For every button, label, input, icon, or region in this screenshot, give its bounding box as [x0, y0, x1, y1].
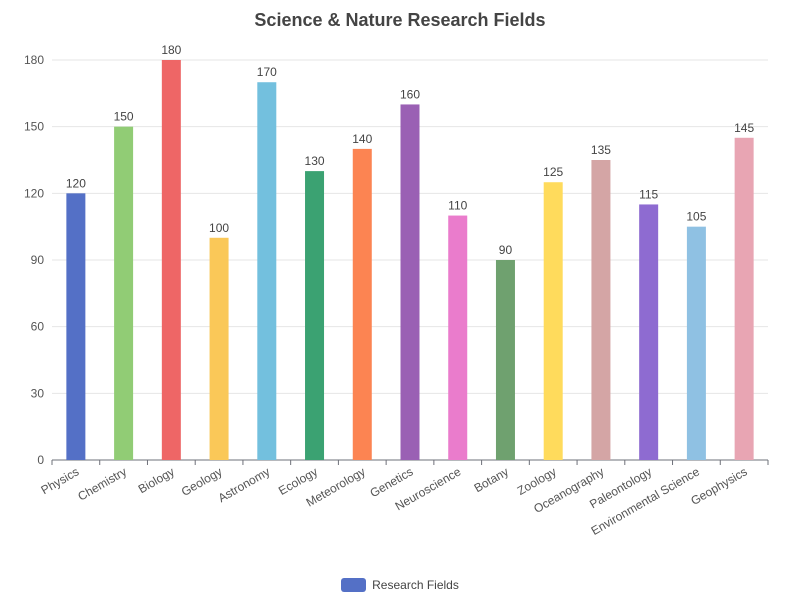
bar[interactable] — [257, 82, 277, 460]
bar[interactable] — [305, 171, 325, 460]
data-label: 135 — [591, 143, 611, 157]
bar[interactable] — [161, 60, 181, 460]
y-tick-label: 150 — [24, 120, 44, 134]
bar[interactable] — [400, 104, 420, 460]
data-label: 125 — [543, 165, 563, 179]
x-tick-label: Chemistry — [75, 464, 129, 503]
bar[interactable] — [66, 193, 86, 461]
data-label: 145 — [734, 121, 754, 135]
data-label: 160 — [400, 87, 420, 101]
y-tick-label: 180 — [24, 53, 44, 67]
legend-label: Research Fields — [372, 578, 459, 592]
data-label: 100 — [209, 221, 229, 235]
data-label: 140 — [352, 132, 372, 146]
bar[interactable] — [352, 148, 372, 460]
x-tick-label: Biology — [136, 464, 177, 496]
y-tick-label: 120 — [24, 186, 44, 200]
data-label: 115 — [639, 187, 658, 201]
data-label: 150 — [114, 110, 134, 124]
bar[interactable] — [591, 160, 611, 460]
y-tick-label: 30 — [31, 386, 45, 400]
bar[interactable] — [734, 137, 754, 460]
bar[interactable] — [543, 182, 563, 460]
bar[interactable] — [114, 126, 134, 461]
y-tick-label: 60 — [31, 320, 45, 334]
bar[interactable] — [209, 237, 229, 460]
x-tick-label: Astronomy — [216, 464, 273, 505]
data-label: 130 — [305, 154, 325, 168]
legend-swatch — [341, 578, 367, 592]
bar[interactable] — [448, 215, 468, 460]
legend[interactable]: Research Fields — [0, 578, 800, 592]
bar[interactable] — [639, 204, 659, 460]
chart-title: Science & Nature Research Fields — [254, 10, 546, 30]
data-label: 110 — [448, 199, 467, 213]
data-label: 170 — [257, 65, 277, 79]
data-label: 180 — [161, 43, 181, 57]
bar[interactable] — [686, 226, 706, 460]
x-tick-label: Botany — [472, 464, 511, 495]
data-label: 105 — [686, 210, 706, 224]
y-tick-label: 90 — [31, 253, 45, 267]
bar[interactable] — [495, 260, 515, 460]
data-label: 120 — [66, 176, 86, 190]
data-label: 90 — [499, 243, 513, 257]
y-tick-label: 0 — [37, 453, 44, 467]
